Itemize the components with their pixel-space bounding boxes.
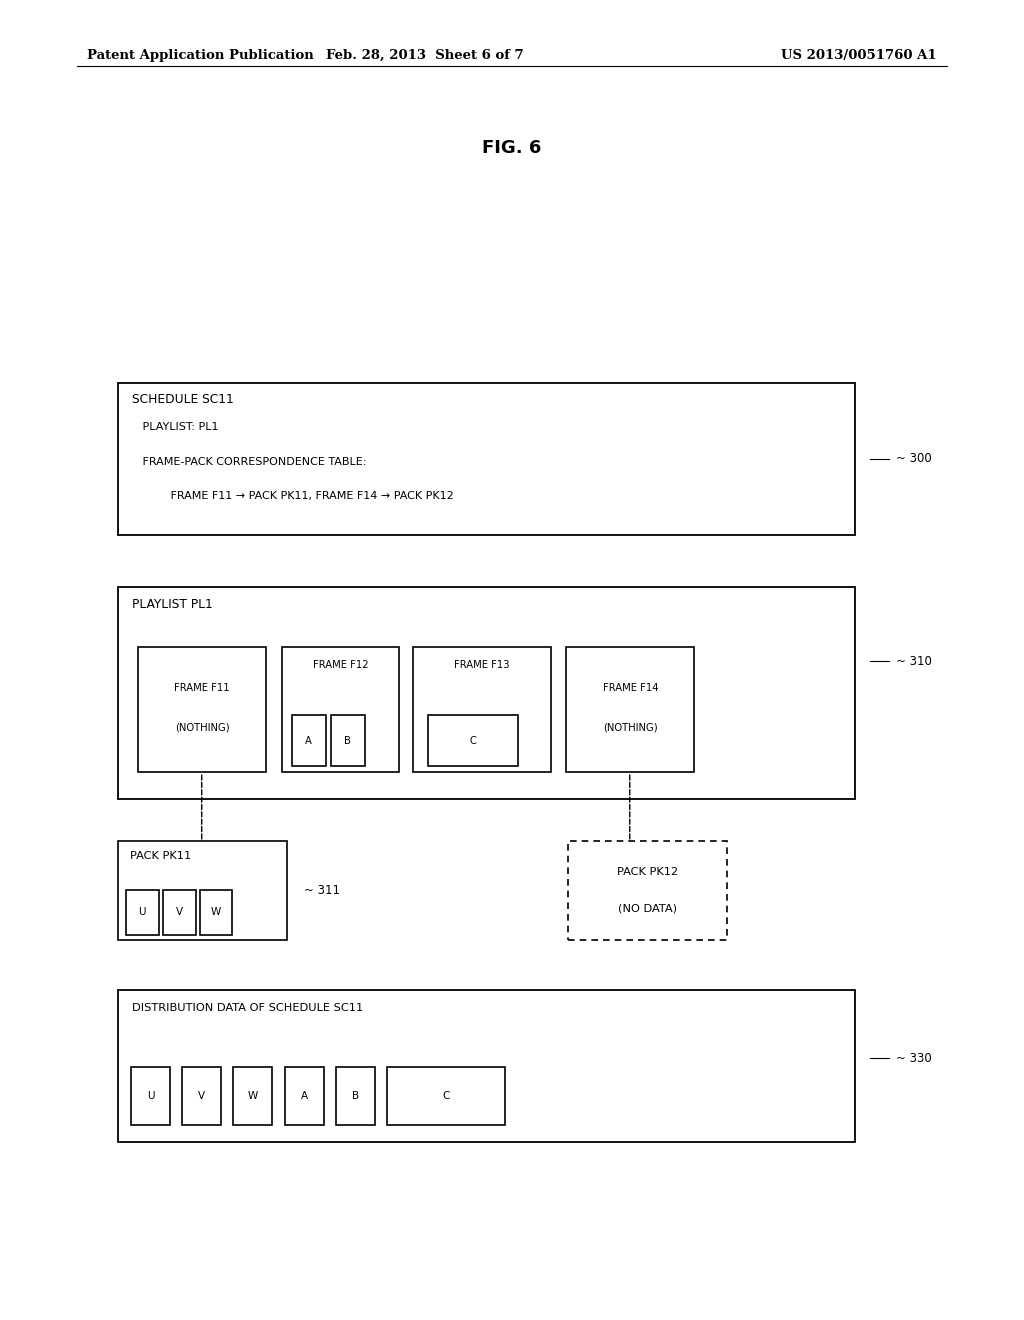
Text: US 2013/0051760 A1: US 2013/0051760 A1 bbox=[781, 49, 937, 62]
Bar bbox=[138, 647, 266, 772]
Text: FIG. 6: FIG. 6 bbox=[482, 139, 542, 157]
Bar bbox=[131, 1067, 170, 1125]
Text: FRAME F12: FRAME F12 bbox=[312, 660, 369, 671]
Text: ~ 330: ~ 330 bbox=[896, 1052, 932, 1065]
Text: (NOTHING): (NOTHING) bbox=[175, 723, 229, 733]
Text: FRAME F11 → PACK PK11, FRAME F14 → PACK PK12: FRAME F11 → PACK PK11, FRAME F14 → PACK … bbox=[132, 491, 454, 502]
Bar bbox=[233, 1067, 272, 1125]
Text: Patent Application Publication: Patent Application Publication bbox=[87, 49, 313, 62]
Text: PACK PK11: PACK PK11 bbox=[130, 851, 191, 862]
Text: C: C bbox=[442, 1090, 450, 1101]
Bar bbox=[282, 647, 399, 772]
Bar bbox=[118, 841, 287, 940]
Bar bbox=[118, 587, 855, 799]
Text: V: V bbox=[199, 1090, 205, 1101]
Bar bbox=[292, 715, 326, 766]
Bar bbox=[118, 383, 855, 535]
Text: A: A bbox=[301, 1090, 307, 1101]
Text: PLAYLIST PL1: PLAYLIST PL1 bbox=[132, 598, 213, 611]
Text: W: W bbox=[248, 1090, 258, 1101]
Bar bbox=[428, 715, 518, 766]
Bar bbox=[200, 890, 232, 935]
Text: ~ 310: ~ 310 bbox=[896, 655, 932, 668]
Bar bbox=[163, 890, 196, 935]
Bar bbox=[126, 890, 159, 935]
Bar bbox=[387, 1067, 505, 1125]
Text: (NO DATA): (NO DATA) bbox=[618, 904, 677, 913]
Bar bbox=[568, 841, 727, 940]
Text: DISTRIBUTION DATA OF SCHEDULE SC11: DISTRIBUTION DATA OF SCHEDULE SC11 bbox=[132, 1003, 364, 1014]
Text: A: A bbox=[305, 735, 312, 746]
Text: SCHEDULE SC11: SCHEDULE SC11 bbox=[132, 393, 233, 407]
Text: Feb. 28, 2013  Sheet 6 of 7: Feb. 28, 2013 Sheet 6 of 7 bbox=[327, 49, 523, 62]
Text: V: V bbox=[176, 907, 182, 917]
Bar bbox=[285, 1067, 324, 1125]
Text: FRAME F13: FRAME F13 bbox=[454, 660, 510, 671]
Text: B: B bbox=[352, 1090, 358, 1101]
Text: FRAME F14: FRAME F14 bbox=[602, 684, 658, 693]
Text: ~ 311: ~ 311 bbox=[304, 884, 340, 896]
Text: U: U bbox=[146, 1090, 155, 1101]
Text: B: B bbox=[344, 735, 351, 746]
Text: FRAME F11: FRAME F11 bbox=[174, 684, 230, 693]
Bar bbox=[336, 1067, 375, 1125]
Bar bbox=[182, 1067, 221, 1125]
Text: FRAME-PACK CORRESPONDENCE TABLE:: FRAME-PACK CORRESPONDENCE TABLE: bbox=[132, 457, 367, 467]
Text: C: C bbox=[470, 735, 476, 746]
Text: U: U bbox=[138, 907, 146, 917]
Bar bbox=[118, 990, 855, 1142]
Text: PLAYLIST: PL1: PLAYLIST: PL1 bbox=[132, 422, 218, 433]
Bar bbox=[566, 647, 694, 772]
Bar bbox=[331, 715, 365, 766]
Bar bbox=[413, 647, 551, 772]
Text: ~ 300: ~ 300 bbox=[896, 453, 932, 465]
Text: W: W bbox=[211, 907, 221, 917]
Text: (NOTHING): (NOTHING) bbox=[603, 723, 657, 733]
Text: PACK PK12: PACK PK12 bbox=[617, 867, 678, 876]
